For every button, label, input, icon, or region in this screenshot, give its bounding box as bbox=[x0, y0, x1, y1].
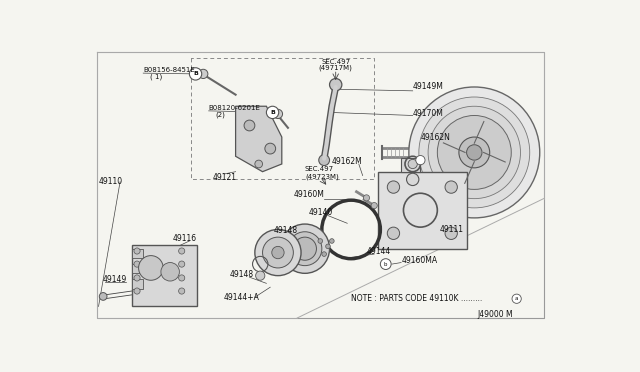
Circle shape bbox=[330, 239, 334, 243]
Bar bbox=[132, 264, 143, 273]
Circle shape bbox=[139, 256, 163, 280]
Text: B: B bbox=[270, 110, 275, 115]
Text: 49148: 49148 bbox=[274, 227, 298, 235]
Circle shape bbox=[326, 244, 330, 249]
Text: 49148: 49148 bbox=[230, 270, 253, 279]
Circle shape bbox=[408, 159, 417, 169]
Circle shape bbox=[161, 263, 179, 281]
Circle shape bbox=[134, 288, 140, 294]
Bar bbox=[132, 245, 197, 307]
Text: 49110: 49110 bbox=[99, 177, 123, 186]
Circle shape bbox=[255, 230, 301, 276]
Text: (49723M): (49723M) bbox=[305, 173, 339, 180]
Text: a: a bbox=[515, 296, 518, 301]
Text: b: b bbox=[384, 262, 387, 267]
Circle shape bbox=[179, 288, 185, 294]
Circle shape bbox=[134, 248, 140, 254]
Bar bbox=[132, 249, 143, 258]
Circle shape bbox=[371, 202, 378, 209]
Circle shape bbox=[280, 224, 330, 273]
Circle shape bbox=[512, 294, 521, 303]
Polygon shape bbox=[236, 106, 282, 172]
Text: 49149M: 49149M bbox=[413, 83, 444, 92]
Circle shape bbox=[265, 143, 276, 154]
Text: NOTE : PARTS CODE 49110K .........: NOTE : PARTS CODE 49110K ......... bbox=[351, 294, 483, 303]
Circle shape bbox=[428, 106, 520, 199]
Circle shape bbox=[288, 232, 322, 266]
Text: B08120-6201E: B08120-6201E bbox=[209, 105, 260, 111]
Text: 49140: 49140 bbox=[308, 208, 333, 217]
Circle shape bbox=[322, 252, 326, 256]
Text: 49160MA: 49160MA bbox=[401, 256, 437, 265]
Text: 49116: 49116 bbox=[172, 234, 196, 243]
Text: 49160M: 49160M bbox=[293, 190, 324, 199]
Text: SEC.497: SEC.497 bbox=[321, 58, 350, 65]
Text: 49121: 49121 bbox=[212, 173, 237, 182]
Circle shape bbox=[266, 106, 279, 119]
Circle shape bbox=[406, 173, 419, 186]
Bar bbox=[401, 158, 420, 172]
Circle shape bbox=[189, 68, 202, 80]
Text: B: B bbox=[193, 71, 198, 76]
Circle shape bbox=[419, 97, 530, 208]
Circle shape bbox=[262, 237, 293, 268]
Circle shape bbox=[255, 160, 262, 168]
Circle shape bbox=[467, 145, 482, 160]
Text: SEC.497: SEC.497 bbox=[305, 166, 334, 172]
Text: B08156-8451E: B08156-8451E bbox=[143, 67, 195, 73]
Circle shape bbox=[437, 115, 511, 189]
Circle shape bbox=[318, 239, 323, 243]
Circle shape bbox=[273, 109, 283, 119]
Text: 49162N: 49162N bbox=[420, 132, 451, 141]
Bar bbox=[378, 172, 467, 249]
Text: (2): (2) bbox=[216, 112, 225, 118]
Circle shape bbox=[387, 181, 399, 193]
Circle shape bbox=[459, 137, 490, 168]
Text: 49144: 49144 bbox=[367, 247, 391, 256]
Text: 49111: 49111 bbox=[439, 225, 463, 234]
Bar bbox=[132, 279, 143, 289]
Text: 49170M: 49170M bbox=[413, 109, 444, 118]
Text: 49149: 49149 bbox=[102, 275, 127, 284]
Text: 49144+A: 49144+A bbox=[224, 293, 260, 302]
Text: ( 1): ( 1) bbox=[150, 74, 163, 80]
Circle shape bbox=[255, 271, 265, 280]
Circle shape bbox=[179, 248, 185, 254]
Circle shape bbox=[244, 120, 255, 131]
Circle shape bbox=[416, 155, 425, 165]
Circle shape bbox=[319, 155, 330, 166]
Circle shape bbox=[99, 293, 107, 300]
Circle shape bbox=[409, 87, 540, 218]
Circle shape bbox=[364, 195, 369, 201]
Circle shape bbox=[179, 261, 185, 267]
Circle shape bbox=[179, 275, 185, 281]
Circle shape bbox=[134, 275, 140, 281]
Circle shape bbox=[387, 227, 399, 240]
Text: J49000 M: J49000 M bbox=[477, 310, 513, 319]
Text: 49162M: 49162M bbox=[332, 157, 363, 166]
Circle shape bbox=[272, 246, 284, 259]
Circle shape bbox=[293, 237, 316, 260]
Circle shape bbox=[445, 227, 458, 240]
Circle shape bbox=[134, 261, 140, 267]
Circle shape bbox=[198, 69, 208, 78]
Circle shape bbox=[330, 78, 342, 91]
Text: (49717M): (49717M) bbox=[319, 64, 353, 71]
Circle shape bbox=[380, 259, 391, 269]
Circle shape bbox=[445, 181, 458, 193]
